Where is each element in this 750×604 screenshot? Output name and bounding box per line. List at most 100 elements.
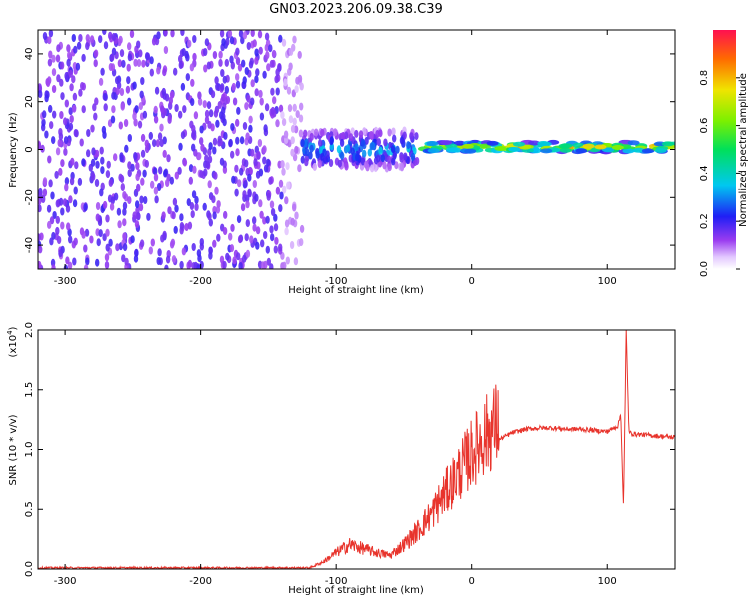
- spectrogram-cell-region-0: [230, 150, 235, 159]
- y-tick-label: 0.0: [24, 561, 35, 577]
- spectrogram-cell-region-0: [118, 35, 123, 44]
- spectrogram-cell-region-2: [486, 140, 499, 146]
- spectrogram-cell-region-0: [225, 37, 230, 46]
- spectrogram-cell-region-0: [55, 226, 60, 235]
- y-tick-label: 20: [24, 95, 35, 108]
- spectrogram-cell-region-0: [213, 171, 218, 180]
- spectrogram-cell-region-0: [133, 254, 139, 263]
- spectrogram-cell-region-0: [122, 232, 127, 241]
- spectrogram-cell-region-0: [212, 146, 217, 155]
- spectrogram-cell-region-0: [184, 223, 189, 231]
- spectrogram-cell-region-0: [236, 252, 241, 261]
- spectrogram-cell-region-0: [295, 110, 300, 119]
- spectrogram-cell-region-0: [231, 175, 236, 184]
- spectrogram-cell-region-0: [283, 130, 289, 139]
- spectrogram-cell-region-0: [269, 59, 275, 68]
- spectrogram-cell-region-0: [268, 176, 273, 185]
- spectrogram-cell-region-0: [191, 190, 197, 199]
- spectrogram-cell-region-1: [333, 128, 338, 137]
- spectrogram-cell-region-0: [115, 76, 120, 85]
- spectrogram-cell-region-0: [150, 180, 155, 189]
- spectrogram-cell-region-2: [559, 147, 572, 153]
- spectrogram-cell-region-0: [295, 76, 300, 85]
- spectrogram-cell-region-0: [58, 197, 64, 206]
- spectrogram-cell-region-0: [222, 91, 227, 100]
- spectrogram-cell-region-1: [392, 134, 397, 143]
- spectrogram-cell-region-0: [47, 220, 52, 229]
- spectrogram-cell-region-0: [142, 169, 147, 178]
- spectrogram-cell-region-1: [414, 157, 420, 165]
- spectrogram-cell-region-0: [252, 216, 257, 225]
- spectrogram-cell-region-0: [190, 78, 195, 87]
- spectrogram-cell-region-0: [264, 32, 270, 41]
- spectrogram-cell-region-0: [248, 124, 253, 133]
- colorbar-tick-label: 0.6: [699, 118, 710, 134]
- spectrogram-cell-region-0: [105, 243, 110, 252]
- spectrogram-cell-region-0: [121, 254, 126, 263]
- spectrogram-cell-region-0: [273, 245, 278, 254]
- spectrogram-cell-region-0: [177, 166, 182, 175]
- spectrogram-cell-region-0: [217, 135, 222, 144]
- spectrogram-cell-region-0: [68, 195, 73, 204]
- spectrogram-cell-region-0: [266, 158, 271, 167]
- spectrogram-cell-region-0: [197, 152, 202, 161]
- colorbar-label: Normalized spectral amplitude: [738, 73, 749, 227]
- spectrogram-cell-region-0: [89, 35, 95, 44]
- spectrogram-cell-region-0: [55, 147, 61, 156]
- spectrogram-x-axis-label: Height of straight line (km): [288, 285, 424, 296]
- spectrogram-cell-region-2: [540, 148, 553, 154]
- spectrogram-cell-region-0: [65, 256, 70, 265]
- spectrogram-cell-region-0: [41, 195, 46, 203]
- spectrogram-cell-region-0: [157, 132, 163, 141]
- spectrogram-cell-region-0: [108, 178, 114, 187]
- spectrogram-cell-region-0: [139, 239, 145, 248]
- spectrogram-cell-region-0: [108, 238, 113, 247]
- spectrogram-cell-region-0: [111, 32, 117, 41]
- spectrogram-cell-region-0: [252, 180, 257, 188]
- spectrogram-cell-region-0: [281, 118, 287, 127]
- spectrogram-cell-region-0: [81, 230, 86, 239]
- spectrogram-cell-region-0: [278, 204, 283, 213]
- spectrogram-cell-region-0: [269, 225, 274, 234]
- spectrogram-cell-region-0: [247, 189, 252, 198]
- snr-y-multiplier: (x104): [6, 326, 19, 357]
- spectrogram-cell-region-0: [230, 123, 235, 131]
- spectrogram-cell-region-0: [91, 147, 96, 156]
- spectrogram-cell-region-1: [391, 157, 396, 166]
- spectrogram-cell-region-1: [383, 138, 388, 147]
- spectrogram-cell-region-0: [64, 99, 70, 108]
- spectrogram-cell-region-0: [66, 44, 71, 53]
- spectrogram-cell-region-0: [191, 143, 196, 152]
- spectrogram-cell-region-0: [44, 94, 49, 103]
- spectrogram-cell-region-0: [38, 245, 43, 254]
- spectrogram-cell-region-0: [163, 169, 168, 178]
- spectrogram-cell-region-1: [391, 127, 396, 136]
- spectrogram-cell-region-0: [55, 199, 60, 208]
- spectrogram-cell-region-0: [271, 49, 277, 58]
- spectrogram-cell-region-0: [206, 101, 212, 110]
- spectrogram-cell-region-0: [190, 98, 195, 106]
- spectrogram-cell-region-0: [244, 67, 249, 75]
- spectrogram-cell-region-0: [174, 204, 179, 213]
- spectrogram-cell-region-0: [38, 204, 42, 213]
- spectrogram-cell-region-0: [119, 88, 125, 96]
- spectrogram-cell-region-0: [270, 87, 275, 96]
- y-tick-label: 2.0: [24, 322, 35, 338]
- spectrogram-cell-region-0: [99, 188, 104, 197]
- colorbar-tick-label: 0.0: [699, 261, 710, 277]
- spectrogram-cell-region-1: [395, 145, 400, 154]
- spectrogram-cell-region-0: [208, 218, 213, 227]
- spectrogram-cell-region-0: [225, 252, 230, 261]
- spectrogram-cell-region-0: [208, 142, 213, 151]
- spectrogram-cell-region-2: [440, 140, 453, 146]
- spectrogram-cell-region-0: [245, 219, 250, 228]
- spectrogram-cell-region-0: [185, 53, 190, 62]
- spectrogram-cell-region-0: [120, 102, 125, 111]
- spectrogram-cell-region-0: [72, 199, 78, 208]
- spectrogram-cell-region-0: [287, 104, 293, 113]
- spectrogram-cell-region-0: [281, 38, 287, 47]
- spectrogram-cell-region-0: [81, 53, 86, 62]
- spectrogram-cell-region-0: [71, 75, 76, 84]
- spectrogram-cell-region-0: [136, 59, 142, 67]
- spectrogram-cell-region-0: [256, 150, 261, 159]
